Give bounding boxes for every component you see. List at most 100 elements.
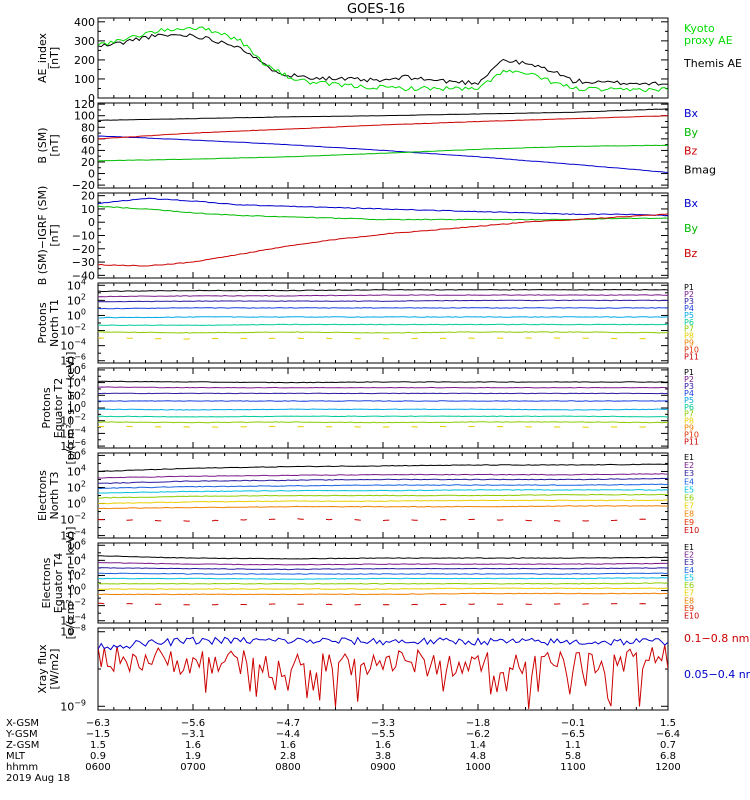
legend-entry: P7	[684, 410, 694, 419]
legend-entry: By	[684, 222, 699, 235]
y-tick-label: 20	[81, 190, 95, 203]
series-group	[98, 197, 668, 267]
orbit-value: −3.1	[181, 729, 205, 740]
orbit-row-label: Z-GSM	[6, 740, 39, 751]
series-p4	[98, 307, 668, 310]
series-e8	[98, 505, 668, 510]
series-e4	[98, 572, 668, 575]
orbit-value: −6.2	[466, 729, 490, 740]
y-axis-label: [nT]	[48, 134, 61, 156]
series-e3	[98, 477, 668, 485]
orbit-table: X-GSM −6.3 −5.6 −4.7 −3.3 −1.8 −0.1 1.5 Y-GSM −1.…	[5, 718, 681, 784]
series-e2	[98, 562, 668, 566]
legend-entry: E9	[684, 518, 694, 527]
y-tick-label: 10−2	[60, 512, 86, 527]
series-e2	[98, 473, 668, 479]
y-axis-label: [nT]	[48, 47, 61, 69]
y-tick-label: 0	[88, 168, 95, 181]
series-p7	[98, 421, 668, 424]
legend-entry: P3	[684, 382, 694, 391]
y-axis-label: [p/(cm²−s−sr−keV)]	[64, 352, 77, 465]
orbit-value: 1.6	[185, 740, 201, 751]
orbit-value: 6.8	[660, 751, 676, 762]
orbit-value: −5.5	[371, 729, 395, 740]
panel-frame	[97, 192, 669, 279]
series-p6	[98, 323, 668, 327]
y-tick-label: 100	[67, 307, 86, 322]
orbit-value: 2.8	[280, 751, 296, 762]
y-tick-label: 20	[81, 156, 95, 169]
y-tick-label: 100	[67, 496, 86, 511]
orbit-value: −0.1	[561, 718, 585, 729]
y-axis-label: North T1	[48, 299, 61, 347]
series-bz	[98, 115, 668, 140]
y-axis-label: Electrons	[40, 557, 53, 608]
series-kyoto-proxy-ae	[98, 26, 668, 93]
series-bx	[98, 197, 668, 217]
legend-entry: E1	[684, 453, 694, 462]
series-e5	[98, 489, 668, 494]
y-tick-label: 0	[88, 92, 95, 105]
series-group	[98, 26, 668, 93]
y-axis-label: Equator T2	[52, 378, 65, 438]
legend-entry: P10	[684, 346, 699, 355]
y-axis-label: Protons	[40, 387, 53, 428]
legend-entry: E6	[684, 493, 694, 502]
y-tick-label: 100	[74, 73, 95, 86]
legend-entry: E7	[684, 502, 694, 511]
series-e6	[98, 582, 668, 585]
y-axis-label: [W/m2]	[48, 649, 61, 690]
orbit-value: 1.6	[280, 740, 296, 751]
series-p2	[98, 294, 668, 298]
legend-entry: E5	[684, 573, 694, 582]
y-axis-label: B (SM)	[36, 127, 49, 163]
series-e9	[98, 602, 646, 606]
y-axis-label: Electrons	[36, 470, 49, 521]
series-p5	[98, 316, 668, 319]
legend-entry: E3	[684, 469, 694, 478]
legend-entry: By	[684, 126, 699, 139]
series-group	[98, 380, 668, 428]
legend-entry: E6	[684, 581, 694, 590]
legend-entry: Kyoto	[684, 22, 715, 35]
orbit-value: 0600	[85, 762, 110, 773]
orbit-value: −1.5	[86, 729, 110, 740]
legend-entry: P2	[684, 375, 694, 384]
legend-entry: 0.1−0.8 nm	[684, 632, 749, 645]
y-tick-label: 10−8	[60, 624, 86, 639]
orbit-value: 1200	[655, 762, 680, 773]
series-group	[98, 108, 668, 173]
y-axis-label: Xray flux	[36, 644, 49, 694]
legend-entry: P3	[684, 297, 694, 306]
y-tick-label: 10−9	[60, 698, 86, 713]
y-tick-label: 100	[74, 110, 95, 123]
y-tick-label: 10−4	[60, 338, 86, 353]
y-axis-label: [e/(cm²−s−sr−keV)]	[64, 527, 77, 640]
legend-entry: proxy AE	[684, 34, 733, 47]
panel-frame	[97, 367, 669, 449]
y-tick-label: −30	[72, 256, 95, 269]
legend-entry: P9	[684, 339, 694, 348]
series-e6	[98, 493, 668, 499]
orbit-value: 1000	[465, 762, 490, 773]
legend-entry: E8	[684, 596, 694, 605]
orbit-value: 0700	[180, 762, 205, 773]
legend-entry: P10	[684, 431, 699, 440]
orbit-value: 0.9	[90, 751, 106, 762]
orbit-value: 0.7	[660, 740, 676, 751]
series-e7	[98, 587, 668, 590]
series-by	[98, 205, 668, 221]
y-tick-label: 300	[74, 35, 95, 48]
series-bx	[98, 135, 668, 173]
legend-entry: P4	[684, 389, 694, 398]
legend-entry: P9	[684, 424, 694, 433]
legend-entry: P11	[684, 353, 699, 362]
legend-entry: P2	[684, 290, 694, 299]
